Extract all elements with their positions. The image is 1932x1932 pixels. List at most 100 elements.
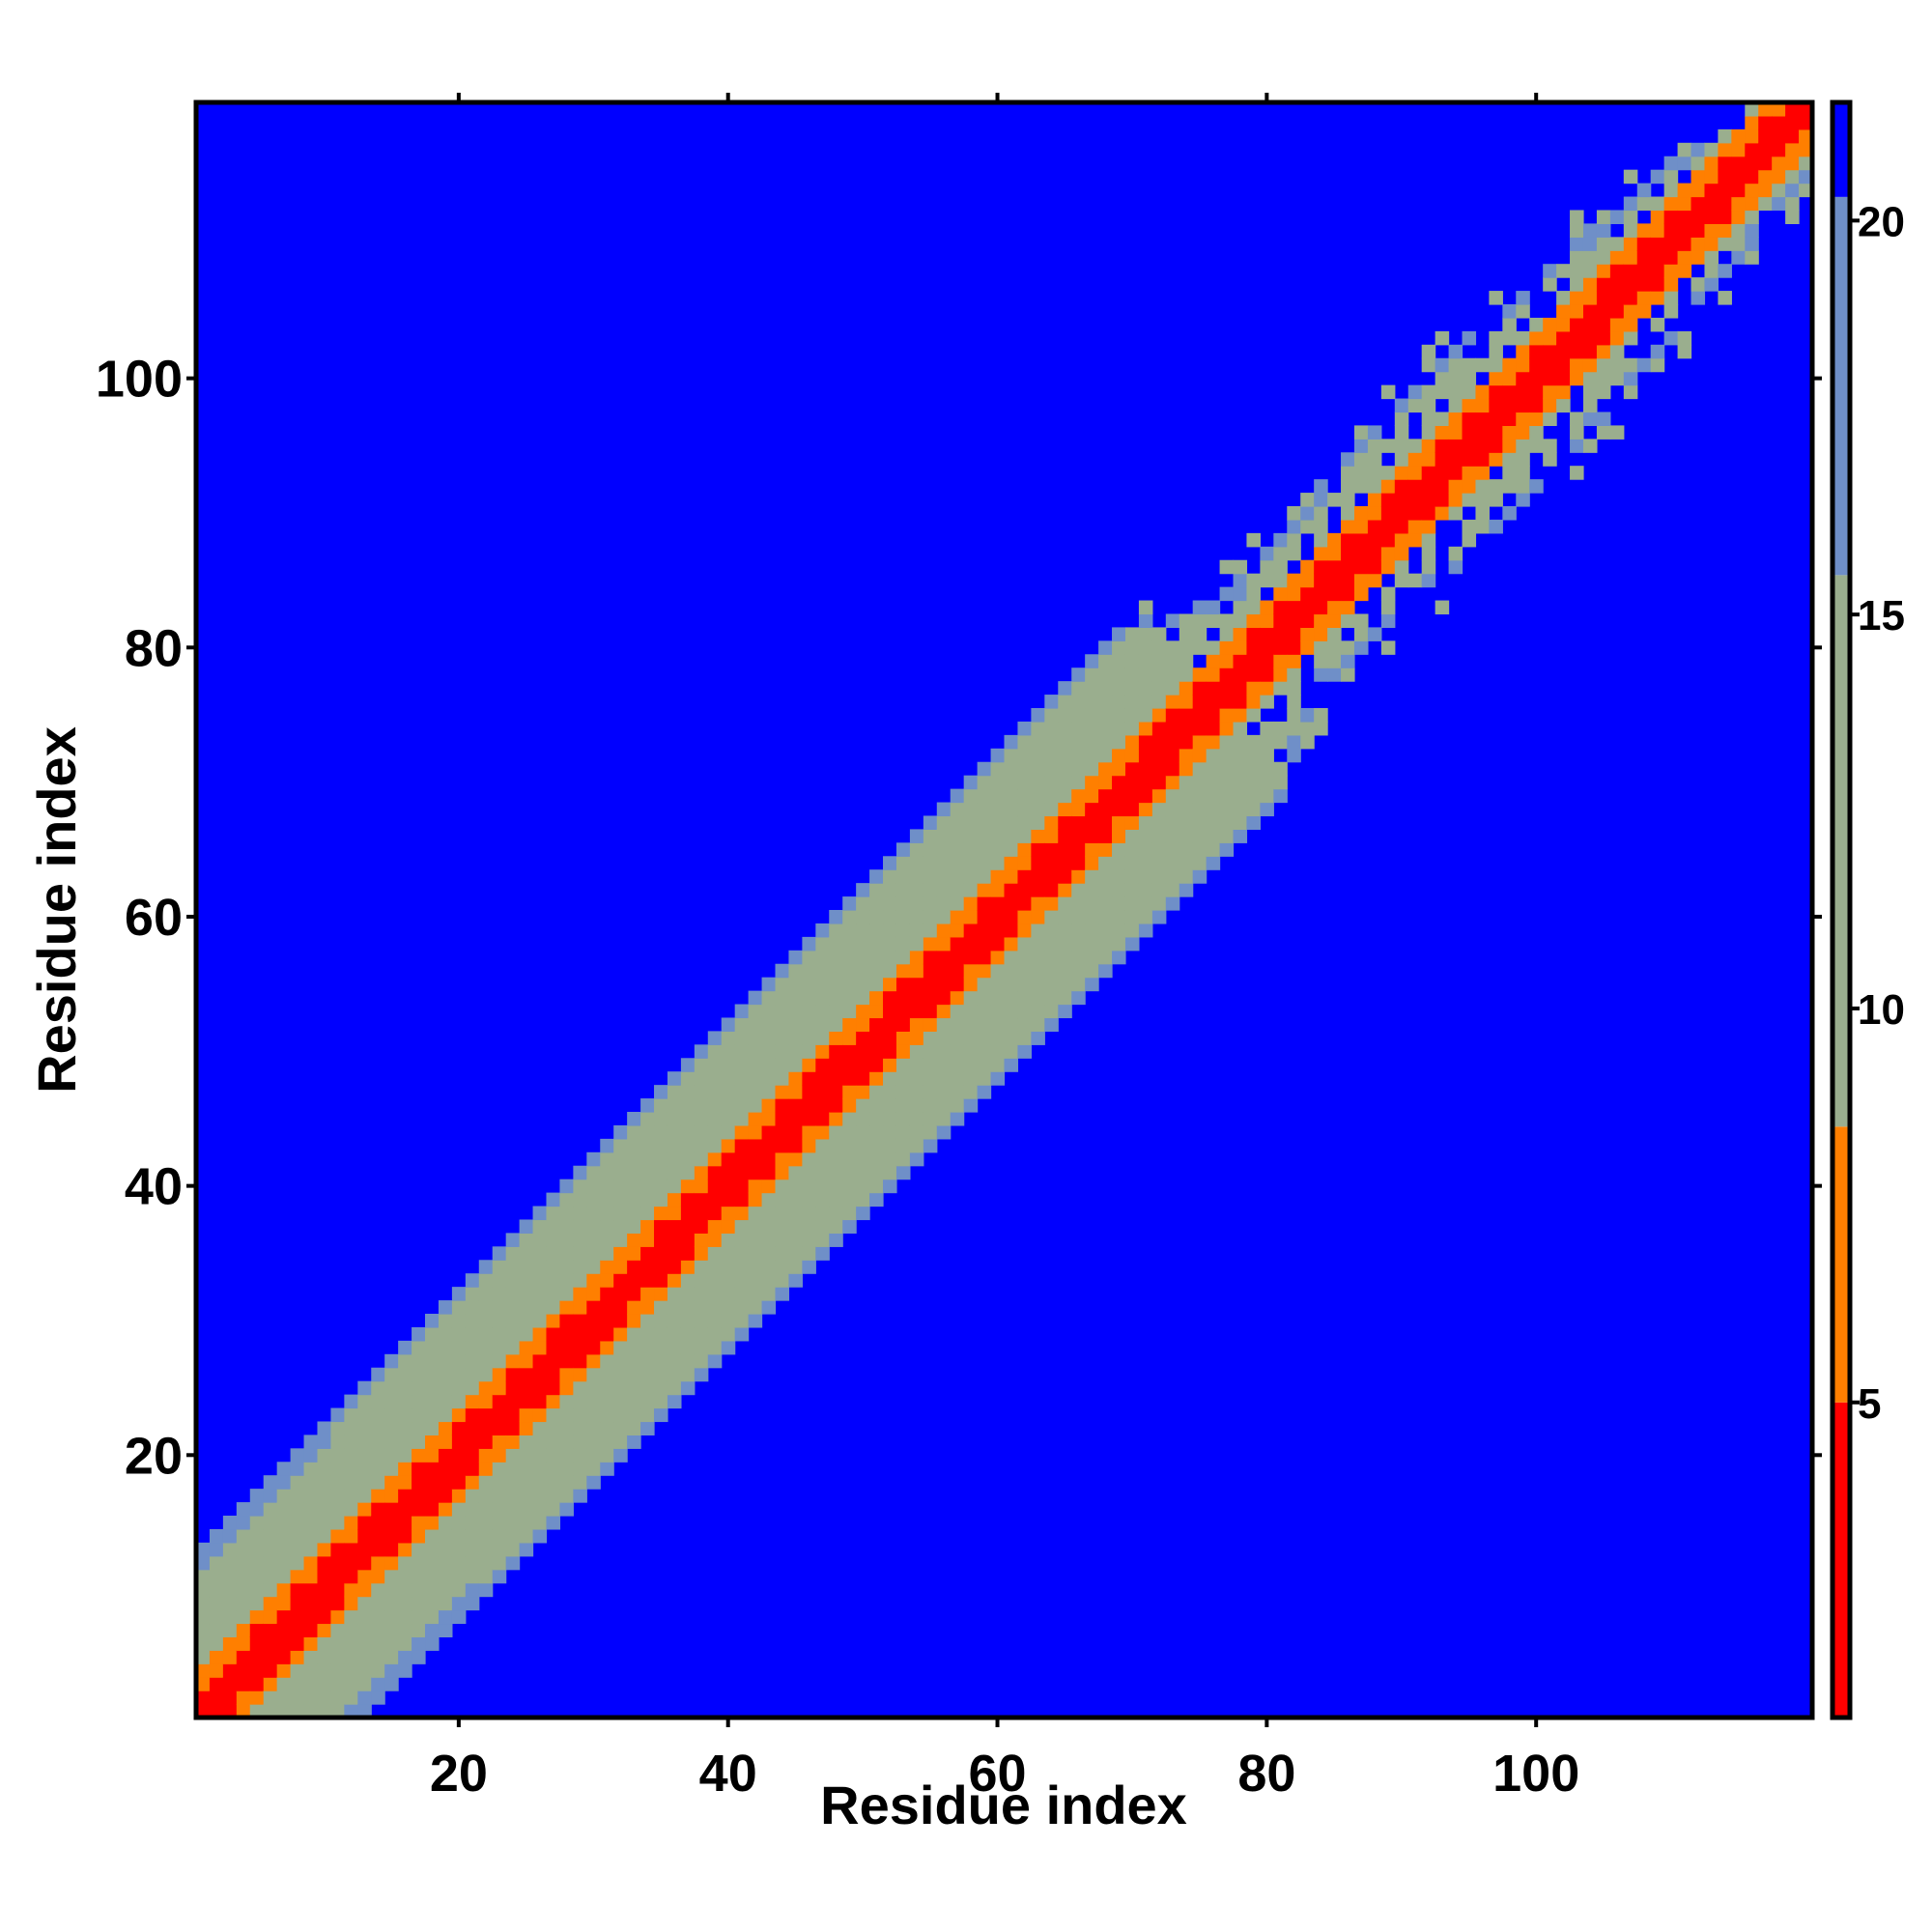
heatmap-cell	[492, 1407, 507, 1423]
heatmap-cell	[1502, 506, 1517, 521]
heatmap-cell	[1246, 668, 1261, 682]
heatmap-cell	[1529, 412, 1544, 426]
heatmap-cell	[559, 1219, 574, 1234]
heatmap-cell	[586, 1179, 601, 1194]
heatmap-cell	[573, 1179, 587, 1194]
heatmap-cell	[357, 1475, 372, 1490]
heatmap-cell	[236, 1516, 251, 1530]
heatmap-cell	[721, 1287, 736, 1301]
heatmap-cell	[1206, 802, 1221, 817]
heatmap-cell	[802, 1165, 816, 1180]
heatmap-cell	[505, 1555, 521, 1571]
heatmap-cell	[1489, 519, 1503, 534]
heatmap-cell	[344, 1502, 358, 1517]
heatmap-cell	[1596, 344, 1611, 359]
heatmap-cell	[1570, 223, 1584, 238]
heatmap-cell	[748, 1017, 763, 1032]
heatmap-cell	[923, 1124, 938, 1140]
heatmap-cell	[936, 1004, 952, 1019]
heatmap-cells	[196, 102, 1813, 1719]
heatmap-cell	[371, 1528, 385, 1544]
heatmap-cell	[344, 1475, 358, 1490]
heatmap-cell	[936, 950, 952, 965]
heatmap-cell	[1353, 627, 1369, 641]
heatmap-cell	[532, 1246, 548, 1261]
heatmap-cell	[856, 936, 870, 952]
heatmap-cell	[412, 1636, 426, 1651]
heatmap-cell	[600, 1192, 614, 1208]
heatmap-cell	[1004, 734, 1019, 750]
heatmap-cell	[654, 1407, 668, 1423]
heatmap-cell	[1098, 654, 1113, 668]
colorbar-band	[1833, 1126, 1850, 1403]
heatmap-cell	[842, 1112, 857, 1126]
heatmap-cell	[640, 1206, 655, 1221]
heatmap-cell	[465, 1569, 480, 1584]
heatmap-cell	[1314, 546, 1328, 561]
heatmap-cell	[613, 1151, 628, 1167]
heatmap-cell	[748, 1219, 763, 1234]
heatmap-cell	[1570, 357, 1584, 373]
heatmap-cell	[1273, 761, 1288, 777]
heatmap-cell	[613, 1353, 628, 1369]
heatmap-cell	[842, 990, 857, 1006]
heatmap-cell	[1462, 425, 1477, 440]
heatmap-cell	[222, 1542, 238, 1557]
heatmap-cell	[1071, 896, 1086, 911]
colorbar-tick-label: 20	[1858, 198, 1905, 245]
heatmap-cell	[1179, 788, 1194, 804]
heatmap-cell	[425, 1502, 440, 1517]
heatmap-cell	[1690, 250, 1706, 265]
heatmap-cell	[654, 1151, 668, 1167]
heatmap-cell	[1246, 573, 1261, 588]
heatmap-cell	[963, 950, 979, 965]
heatmap-cell	[1165, 695, 1180, 709]
heatmap-cell	[1112, 681, 1126, 696]
heatmap-cell	[950, 1017, 965, 1032]
heatmap-cell	[883, 883, 897, 897]
heatmap-cell	[1718, 210, 1732, 224]
heatmap-cell	[1044, 708, 1059, 723]
heatmap-cell	[1462, 384, 1477, 400]
heatmap-cell	[1690, 237, 1706, 251]
heatmap-cell	[842, 1058, 857, 1072]
heatmap-cell	[748, 1179, 763, 1194]
heatmap-cell	[303, 1542, 319, 1557]
heatmap-cell	[519, 1273, 534, 1288]
heatmap-cell	[936, 815, 952, 830]
heatmap-cell	[384, 1502, 399, 1517]
heatmap-cell	[977, 1085, 992, 1099]
heatmap-cell	[895, 1058, 911, 1072]
heatmap-cell	[815, 1138, 830, 1153]
heatmap-cell	[1731, 142, 1746, 157]
heatmap-cell	[869, 869, 884, 884]
heatmap-cell	[963, 883, 979, 897]
heatmap-cell	[936, 1085, 952, 1099]
heatmap-cell	[829, 1138, 843, 1153]
heatmap-cell	[1462, 466, 1477, 480]
heatmap-cell	[761, 1031, 777, 1045]
heatmap-cell	[1287, 668, 1301, 682]
heatmap-cell	[1367, 532, 1382, 548]
heatmap-cell	[371, 1623, 385, 1637]
heatmap-cell	[627, 1353, 641, 1369]
heatmap-cell	[492, 1569, 507, 1584]
heatmap-cell	[707, 1098, 723, 1113]
heatmap-cell	[451, 1448, 467, 1463]
heatmap-cell	[613, 1273, 628, 1288]
heatmap-cell	[600, 1179, 614, 1194]
heatmap-cell	[330, 1448, 345, 1463]
heatmap-cell	[1071, 775, 1086, 790]
heatmap-cell	[1071, 829, 1086, 843]
heatmap-cell	[1314, 493, 1328, 507]
heatmap-cell	[222, 1528, 238, 1544]
heatmap-cell	[344, 1582, 358, 1598]
heatmap-cell	[559, 1367, 574, 1382]
heatmap-cell	[573, 1448, 587, 1463]
heatmap-cell	[438, 1340, 453, 1355]
heatmap-cell	[546, 1489, 561, 1503]
heatmap-cell	[1435, 600, 1450, 615]
heatmap-cell	[815, 1004, 830, 1019]
heatmap-cell	[802, 1098, 816, 1113]
